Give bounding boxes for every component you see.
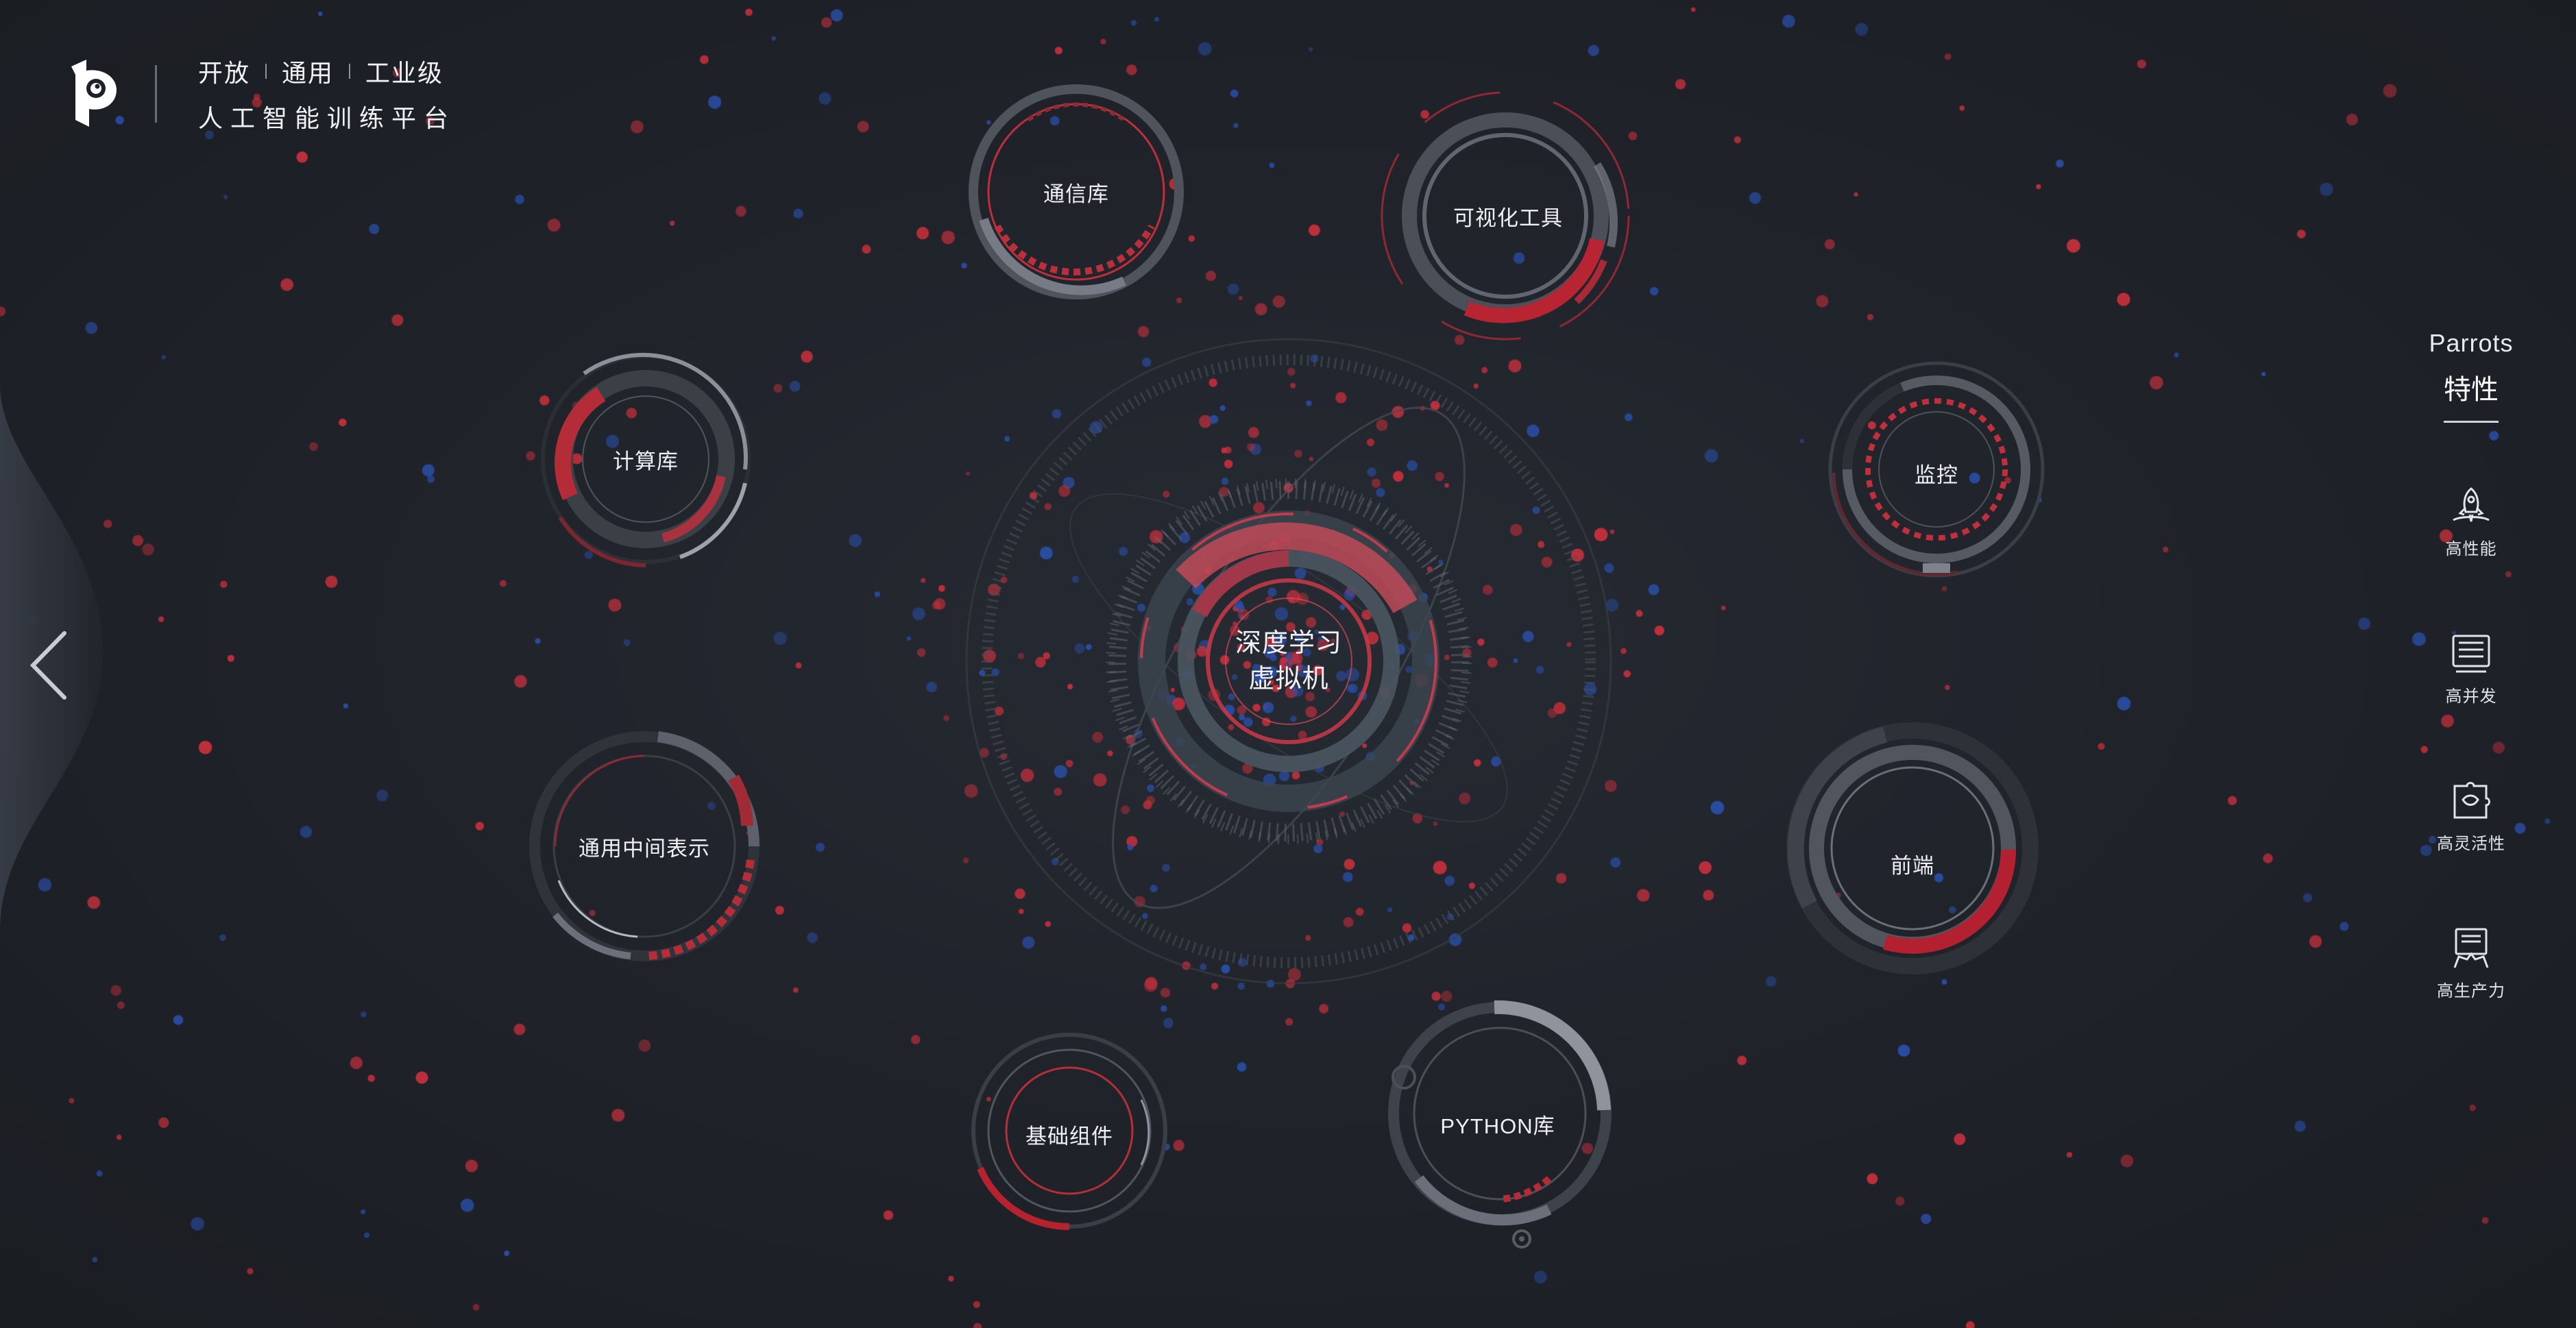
ring-graphic [541, 352, 751, 567]
module-ir[interactable]: 通用中间表示 [528, 723, 761, 970]
module-python-label: PYTHON库 [1440, 1114, 1555, 1138]
feature-label: 高并发 [2445, 687, 2497, 706]
brand-tagline: 开放 通用 工业级 [198, 53, 456, 89]
brand-subtitle: 人工智能训练平台 [198, 104, 457, 132]
ring-graphic [969, 84, 1184, 299]
parrots-logo-icon[interactable] [66, 58, 118, 130]
tagline-open: 开放 [198, 59, 251, 87]
core-ring-graphic [1106, 478, 1472, 844]
module-comm-label: 通信库 [1043, 182, 1109, 206]
feature-label: 高生产力 [2437, 982, 2505, 1000]
rocket-icon [2453, 487, 2490, 522]
feature-label: 高性能 [2445, 540, 2497, 558]
module-frontend-label: 前端 [1891, 853, 1934, 878]
module-visualization-label: 可视化工具 [1453, 206, 1563, 230]
feature-high-flexibility[interactable]: 高灵活性 [2437, 779, 2505, 854]
tagline-separator [265, 64, 267, 79]
core-label: 深度学习 虚拟机 [1083, 456, 1494, 867]
module-base-label: 基础组件 [1025, 1124, 1113, 1148]
module-monitor[interactable]: 监控 [1820, 356, 2053, 589]
puzzle-icon [2453, 782, 2490, 819]
tagline-industrial: 工业级 [365, 59, 444, 87]
chevron-left-icon[interactable] [25, 628, 73, 703]
core-label-line2: 虚拟机 [1248, 665, 1329, 693]
features-title: Parrots [2429, 329, 2514, 357]
left-side-wave [0, 384, 103, 932]
ring-graphic [1786, 722, 2039, 974]
ring-graphic [1381, 91, 1630, 341]
feature-label: 高灵活性 [2437, 835, 2505, 853]
server-list-icon [2452, 635, 2490, 673]
feature-high-concurrency[interactable]: 高并发 [2446, 632, 2497, 706]
module-ir-label: 通用中间表示 [579, 836, 710, 861]
features-panel: Parrots 特性 高性能 高并发 [2427, 329, 2516, 1074]
ring-graphic [1388, 1000, 1612, 1249]
module-monitor-label: 监控 [1915, 463, 1958, 487]
tagline-general: 通用 [282, 59, 335, 87]
core-label-line1: 深度学习 [1235, 629, 1342, 658]
features-underline [2444, 421, 2499, 423]
feature-high-performance[interactable]: 高性能 [2446, 484, 2497, 559]
brand-header: 开放 通用 工业级 人工智能训练平台 [66, 56, 456, 132]
ring-graphic [971, 1033, 1167, 1231]
module-compute-lib[interactable]: 计算库 [536, 346, 755, 572]
core-deep-learning-vm[interactable]: 深度学习 虚拟机 [1083, 456, 1494, 867]
module-base-components[interactable]: 基础组件 [967, 1031, 1172, 1237]
module-compute-label: 计算库 [613, 449, 679, 474]
feature-high-productivity[interactable]: 高生产力 [2437, 926, 2505, 1001]
brand-text: 开放 通用 工业级 人工智能训练平台 [198, 53, 456, 134]
module-frontend[interactable]: 前端 [1782, 722, 2043, 994]
brand-divider [155, 65, 157, 123]
module-python-lib[interactable]: PYTHON库 [1378, 1000, 1618, 1249]
productivity-icon [2453, 928, 2489, 968]
ring-graphic [1828, 361, 2045, 578]
ring-graphic [529, 731, 760, 961]
tagline-separator [349, 64, 351, 79]
features-subtitle: 特性 [2444, 375, 2499, 405]
module-visualization-tool[interactable]: 可视化工具 [1378, 82, 1638, 349]
module-comm-lib[interactable]: 通信库 [967, 82, 1186, 302]
